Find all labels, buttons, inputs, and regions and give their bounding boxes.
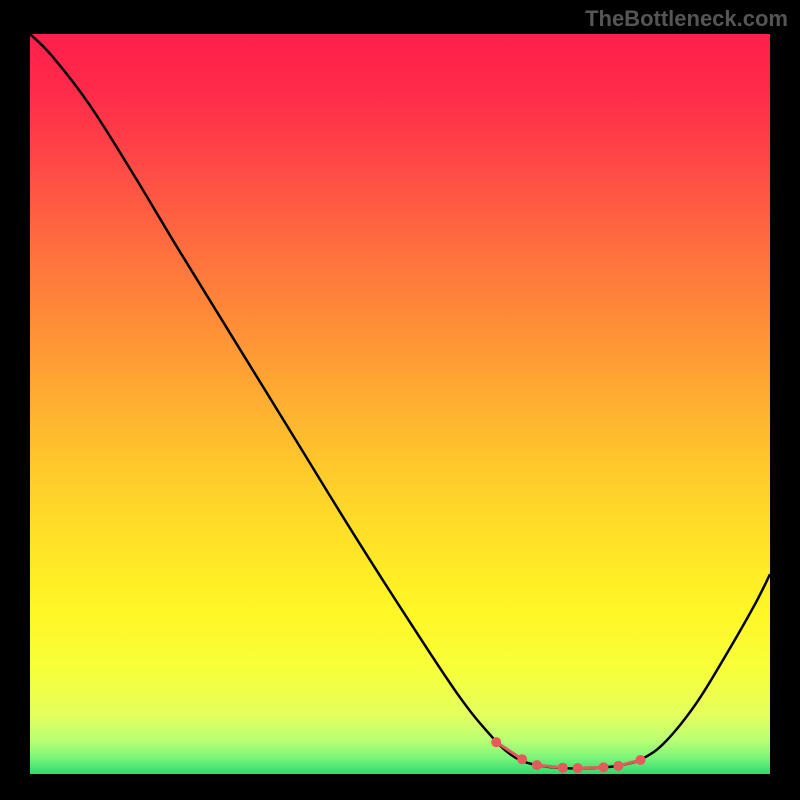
bottleneck-curve	[30, 34, 770, 769]
watermark-text: TheBottleneck.com	[585, 6, 788, 32]
chart-curve	[30, 34, 770, 774]
plot-area	[30, 34, 770, 774]
